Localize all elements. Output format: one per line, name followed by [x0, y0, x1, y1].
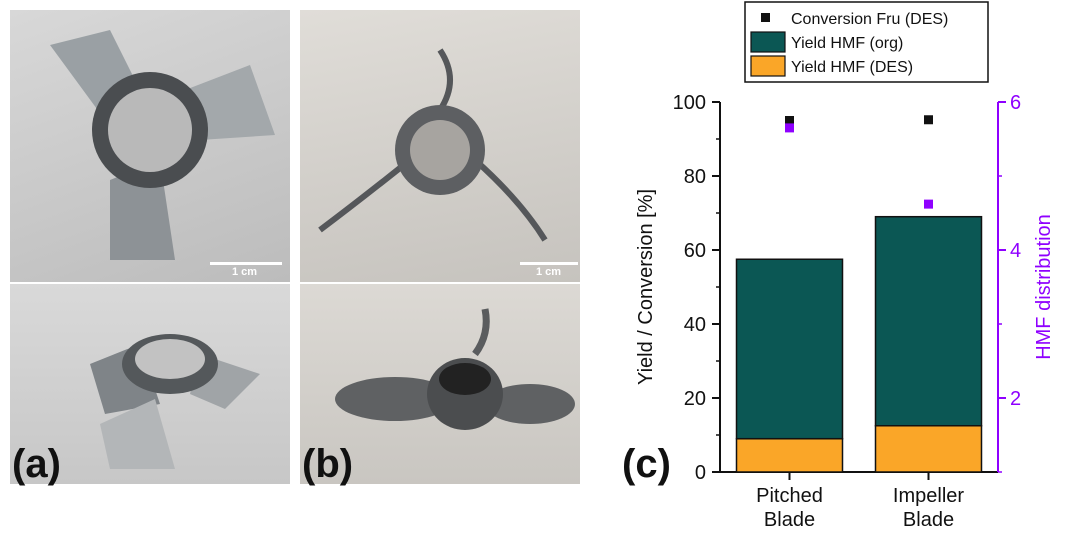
photo-pitched-blade-side: [10, 284, 290, 484]
hmf-distribution-point: [785, 123, 794, 133]
y2-tick-label: 6: [1010, 92, 1021, 114]
bar-yield-hmf-org: [874, 215, 983, 427]
y-tick-label: 60: [684, 240, 706, 262]
y-axis-title: Yield / Conversion [%]: [635, 189, 657, 385]
legend-label: Conversion Fru (DES): [791, 11, 948, 28]
y-tick-label: 40: [684, 314, 706, 336]
y2-axis-title: HMF distribution: [1033, 214, 1055, 360]
stacked-bar-chart: 0 20 40 60 80 100 2 4 6 Yield / Conversion [%] HMF…: [635, 1, 1055, 531]
photo-pitched-blade-top: [10, 10, 290, 282]
impeller-blade-top-image: [318, 48, 548, 242]
y-tick-label: 0: [695, 462, 706, 484]
panel-label-b: (b): [302, 442, 354, 486]
pitched-blade-top-image: [50, 30, 275, 260]
legend-swatch: [750, 31, 786, 53]
hmf-distribution-point: [924, 199, 933, 209]
bar-yield-hmf-des: [874, 425, 983, 473]
y2-tick-label: 2: [1010, 388, 1021, 410]
scale-bar-a-label: 1 cm: [232, 266, 258, 278]
x-tick-label: Impeller: [893, 485, 964, 507]
photo-impeller-blade-top: [300, 10, 580, 282]
scale-bar-b-label: 1 cm: [536, 266, 562, 278]
x-tick-label: Blade: [764, 509, 815, 531]
y-tick-label: 80: [684, 166, 706, 188]
bar-yield-hmf-org: [735, 258, 844, 440]
scale-bar-a-line: [210, 262, 282, 265]
legend-marker-scatter: [761, 13, 770, 22]
legend-label: Yield HMF (org): [791, 35, 903, 52]
legend-label: Yield HMF (DES): [791, 59, 913, 76]
y-tick-label: 100: [673, 92, 706, 114]
y2-tick-label: 4: [1010, 240, 1021, 262]
panel-label-a: (a): [12, 442, 61, 486]
conversion-point: [924, 115, 933, 125]
x-tick-label: Pitched: [756, 485, 823, 507]
impeller-blade-side-image: [335, 308, 575, 430]
panel-label-c: (c): [622, 442, 671, 486]
photo-impeller-blade-side: [300, 284, 580, 484]
conversion-point: [785, 116, 794, 125]
legend-swatch: [750, 55, 786, 77]
y-tick-label: 20: [684, 388, 706, 410]
scale-bar-b-line: [520, 262, 578, 265]
bar-yield-hmf-des: [735, 437, 844, 473]
pitched-blade-side-image: [90, 334, 260, 469]
x-tick-label: Blade: [903, 509, 954, 531]
